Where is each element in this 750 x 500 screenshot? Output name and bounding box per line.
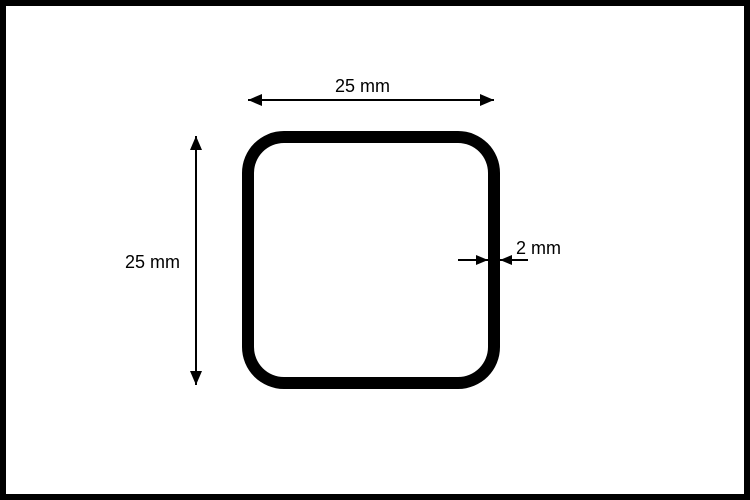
dimension-wall-label: 2 mm [516, 238, 561, 259]
dimension-width-label: 25 mm [335, 76, 390, 97]
diagram-canvas: 25 mm 25 mm 2 mm [0, 0, 750, 500]
section-drawing [0, 0, 750, 500]
dimension-height-label: 25 mm [125, 252, 180, 273]
